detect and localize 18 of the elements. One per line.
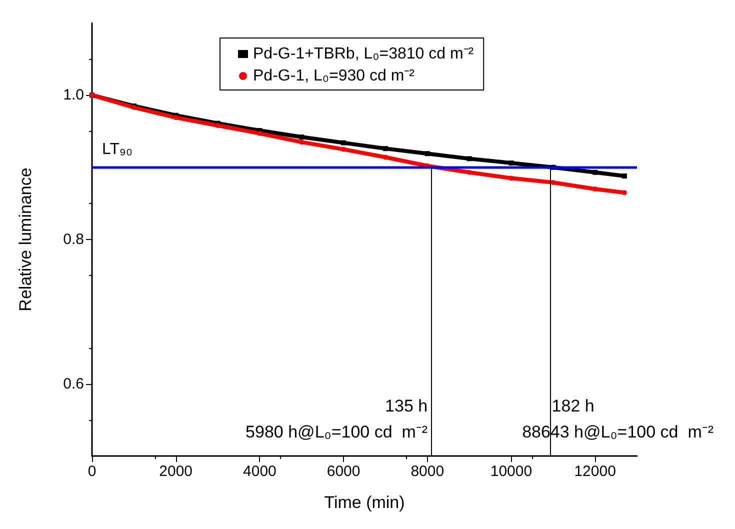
annotation: 5980 h@L₀=100 cd m⁻² bbox=[246, 422, 428, 442]
ref-line-label: 182 h bbox=[552, 396, 594, 416]
legend-label: Pd-G-1+TBRb, L₀=3810 cd m⁻² bbox=[253, 46, 474, 62]
y-tick-label: 0.8 bbox=[63, 231, 84, 248]
x-tick-label: 0 bbox=[88, 463, 96, 480]
x-tick-label: 8000 bbox=[410, 463, 444, 480]
legend-label: Pd-G-1, L₀=930 cd m⁻² bbox=[253, 68, 416, 84]
x-tick-label: 12000 bbox=[574, 463, 616, 480]
ref-line-label: LT₉₀ bbox=[102, 140, 132, 158]
y-axis-title: Relative luminance bbox=[16, 168, 35, 312]
y-tick-label: 1.0 bbox=[63, 86, 84, 104]
y-tick-label: 0.6 bbox=[63, 375, 84, 392]
x-tick-label: 10000 bbox=[490, 463, 532, 480]
x-tick-label: 4000 bbox=[243, 463, 276, 480]
x-tick-label: 6000 bbox=[326, 463, 360, 480]
x-axis-title: Time (min) bbox=[324, 493, 405, 512]
x-tick-label: 2000 bbox=[159, 463, 193, 480]
ref-line-label: 135 h bbox=[385, 396, 428, 416]
